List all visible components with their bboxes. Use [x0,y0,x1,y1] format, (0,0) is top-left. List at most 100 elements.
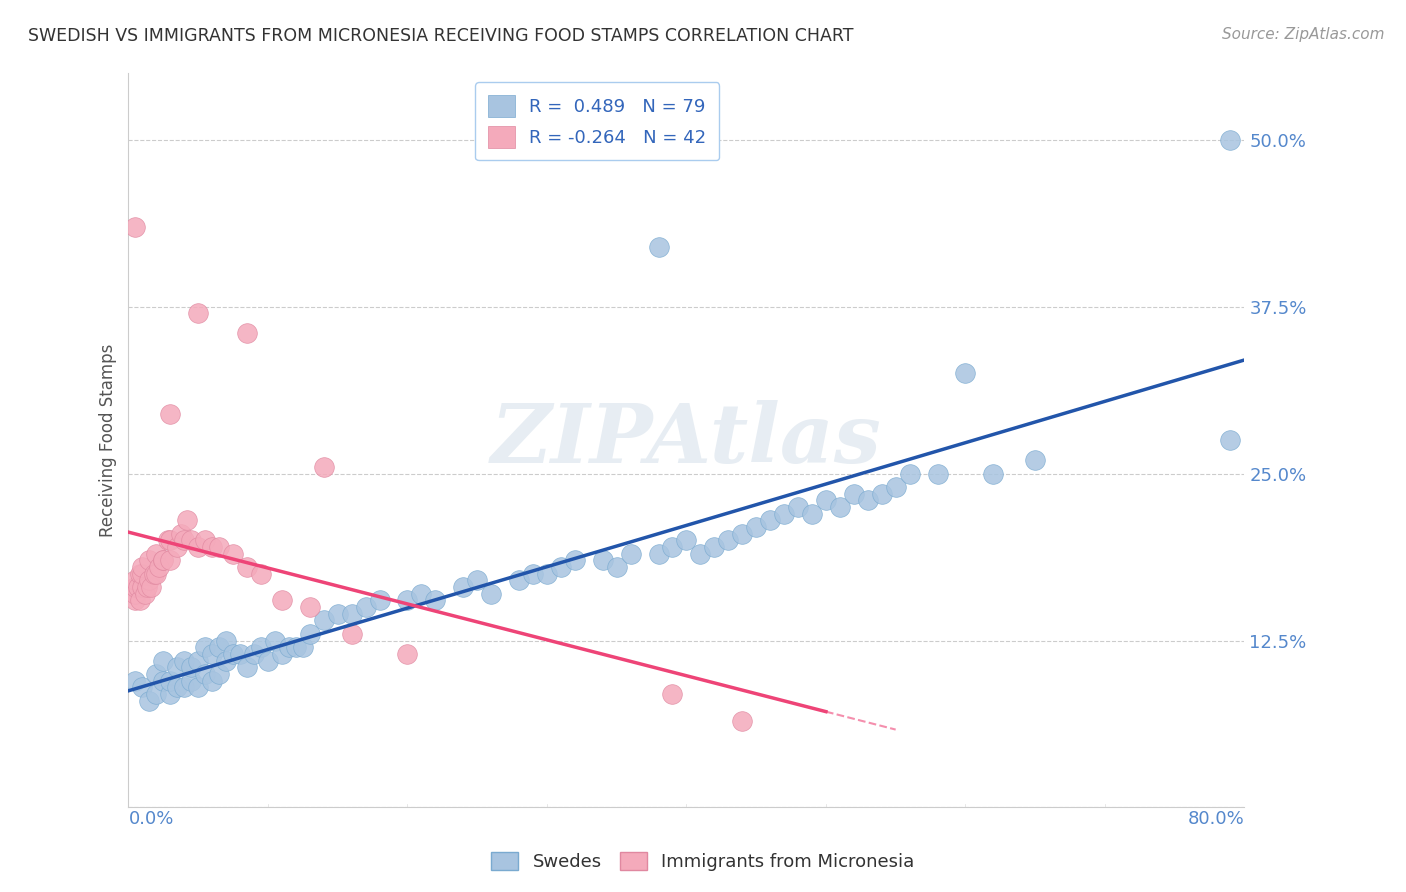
Point [236,660,259,674]
Point [148,560,170,574]
Point [731,526,754,541]
Point [142,566,165,581]
Point [215,633,238,648]
Point [801,507,824,521]
Point [145,566,167,581]
Point [173,533,195,548]
Point [229,647,252,661]
Point [131,580,153,594]
Point [264,633,287,648]
Point [159,687,181,701]
Point [131,680,153,694]
Point [745,520,768,534]
Text: 80.0%: 80.0% [1188,810,1244,828]
Text: ZIPAtlas: ZIPAtlas [491,401,882,480]
Text: SWEDISH VS IMMIGRANTS FROM MICRONESIA RECEIVING FOOD STAMPS CORRELATION CHART: SWEDISH VS IMMIGRANTS FROM MICRONESIA RE… [28,27,853,45]
Point [173,680,195,694]
Point [180,660,202,674]
Point [176,513,198,527]
Point [127,580,149,594]
Point [508,574,530,588]
Point [201,540,224,554]
Point [124,587,146,601]
Point [194,533,217,548]
Point [1219,434,1241,448]
Point [396,593,419,607]
Point [675,533,697,548]
Point [927,467,949,481]
Point [180,673,202,688]
Point [124,580,146,594]
Text: Source: ZipAtlas.com: Source: ZipAtlas.com [1222,27,1385,42]
Point [564,553,586,567]
Point [787,500,810,514]
Point [152,553,174,567]
Point [180,533,202,548]
Point [856,493,879,508]
Point [425,593,447,607]
Point [465,574,488,588]
Point [138,553,160,567]
Point [208,640,231,655]
Point [717,533,740,548]
Point [243,647,266,661]
Point [898,467,921,481]
Point [159,533,181,548]
Point [550,560,572,574]
Point [145,547,167,561]
Point [277,640,299,655]
Point [981,467,1004,481]
Point [145,687,167,701]
Point [773,507,796,521]
Point [187,540,209,554]
Point [215,654,238,668]
Point [271,593,294,607]
Point [124,593,146,607]
Point [187,654,209,668]
Point [298,600,321,615]
Point [201,647,224,661]
Point [138,693,160,707]
Point [842,486,865,500]
Point [222,647,245,661]
Point [145,666,167,681]
Point [479,587,502,601]
Point [124,574,146,588]
Point [187,680,209,694]
Point [291,640,314,655]
Point [194,666,217,681]
Point [128,566,150,581]
Point [870,486,893,500]
Point [159,407,181,421]
Point [128,593,150,607]
Point [222,547,245,561]
Point [340,607,363,621]
Point [522,566,544,581]
Point [271,647,294,661]
Point [135,580,157,594]
Point [411,587,433,601]
Legend: Swedes, Immigrants from Micronesia: Swedes, Immigrants from Micronesia [484,845,922,879]
Point [208,540,231,554]
Point [731,714,754,728]
Point [647,547,669,561]
Point [884,480,907,494]
Point [592,553,614,567]
Point [152,553,174,567]
Point [201,673,224,688]
Point [606,560,628,574]
Point [131,566,153,581]
Point [250,640,273,655]
Point [661,540,683,554]
Point [131,560,153,574]
Point [312,614,335,628]
Point [326,607,349,621]
Point [1024,453,1046,467]
Point [354,600,377,615]
Point [152,673,174,688]
Point [173,654,195,668]
Point [156,533,179,548]
Point [166,660,188,674]
Point [236,560,259,574]
Point [152,654,174,668]
